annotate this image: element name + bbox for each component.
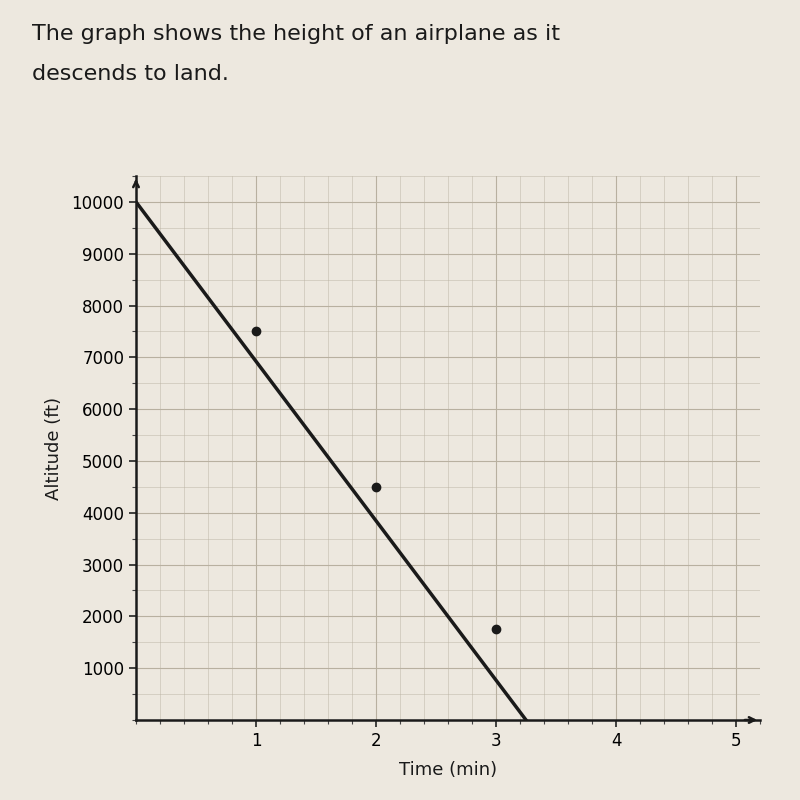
Text: The graph shows the height of an airplane as it: The graph shows the height of an airplan…: [32, 24, 560, 44]
X-axis label: Time (min): Time (min): [399, 761, 497, 779]
Text: descends to land.: descends to land.: [32, 64, 229, 84]
Y-axis label: Altitude (ft): Altitude (ft): [46, 397, 63, 499]
